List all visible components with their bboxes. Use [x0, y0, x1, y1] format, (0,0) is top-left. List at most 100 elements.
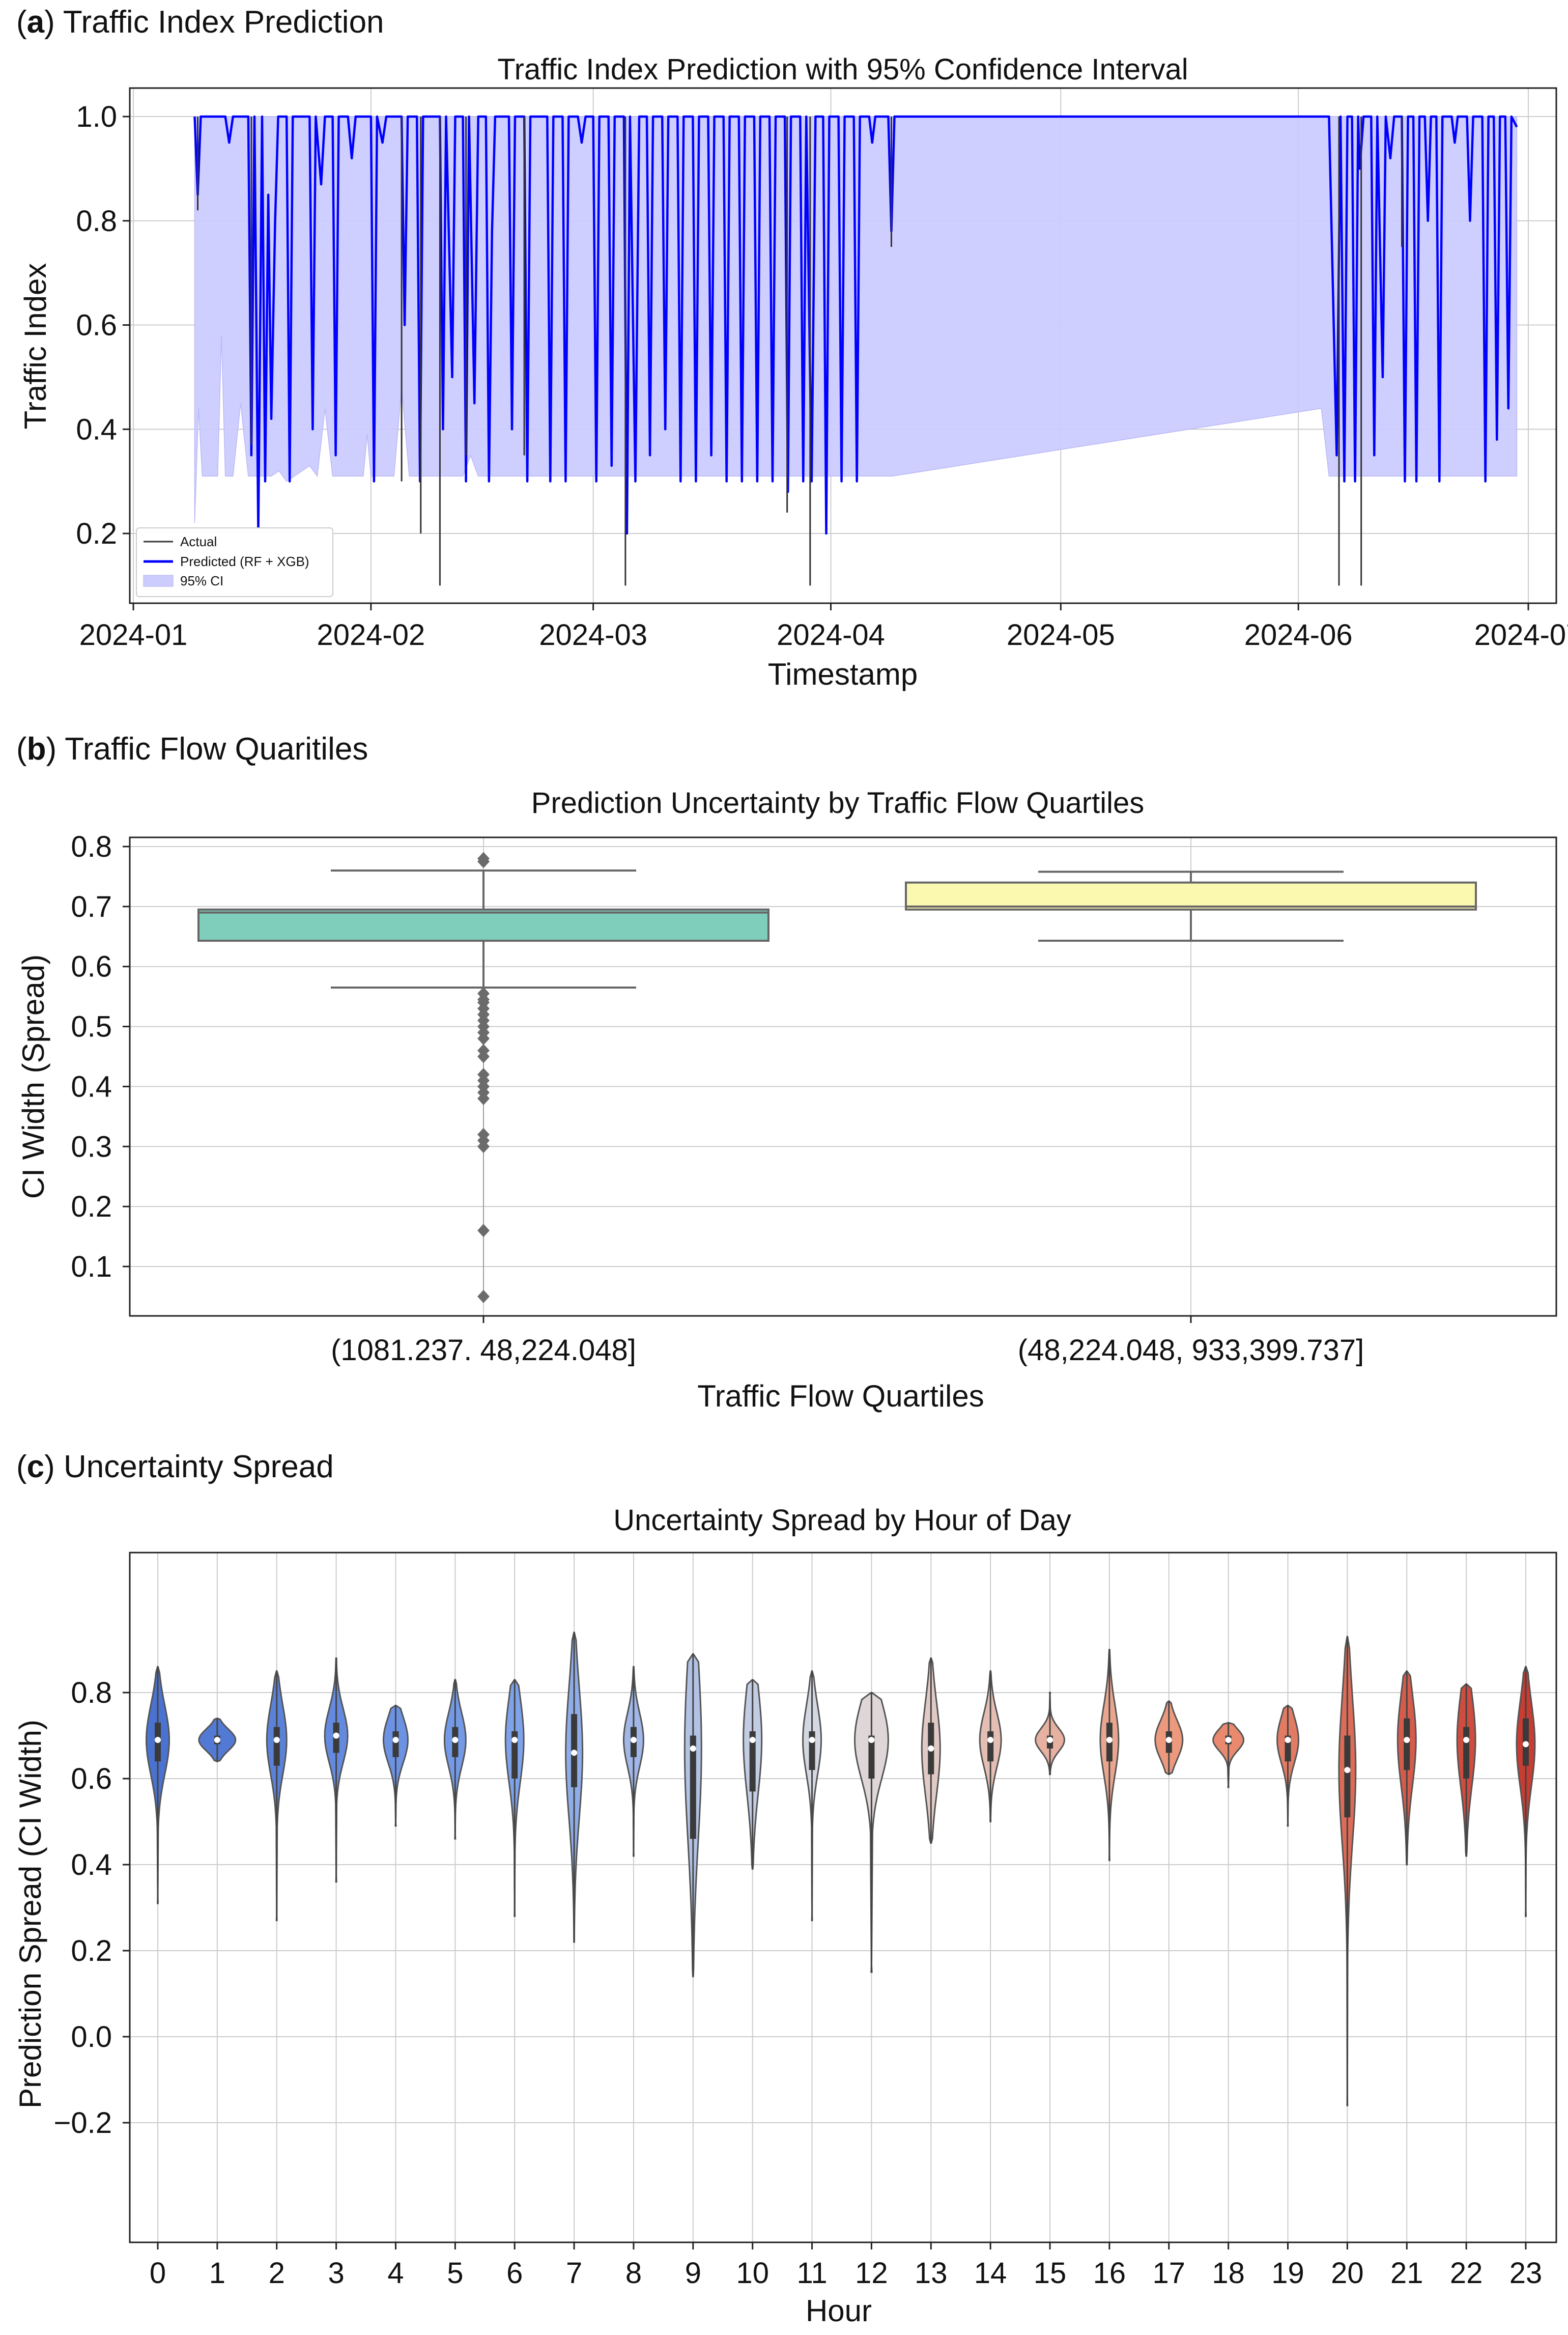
chart-c-violin-median — [571, 1750, 578, 1756]
chart-a-y-ticks: 0.2 0.4 0.6 0.8 1.0 — [76, 100, 130, 550]
chart-c-xtick-label: 18 — [1212, 2257, 1245, 2290]
chart-c-violin-iqr — [868, 1735, 875, 1779]
chart-c-violin-median — [1463, 1736, 1470, 1743]
chart-c-violin-median — [987, 1736, 994, 1743]
chart-c-violin-iqr — [1404, 1718, 1410, 1770]
panel-a-chart: Traffic Index Prediction with 95% Confid… — [18, 53, 1568, 691]
panel-c-letter: c — [26, 1449, 45, 1484]
chart-c-ytick-label: −0.2 — [54, 2106, 112, 2140]
chart-c-violin-median — [749, 1736, 756, 1743]
chart-b-xtick-label: (48,224.048, 933,399.737] — [1018, 1334, 1364, 1367]
chart-b-outlier-point — [477, 1092, 490, 1105]
chart-a-frame — [129, 87, 1557, 604]
chart-c-xlabel: Hour — [806, 2294, 872, 2328]
chart-c-ytick-label: 0.8 — [71, 1676, 112, 1709]
chart-a-xtick-label: 2024-02 — [317, 618, 425, 652]
panel-b-name: Traffic Flow Quaritiles — [65, 732, 368, 767]
chart-c-violin-median — [452, 1736, 459, 1743]
chart-b-ytick-label: 0.6 — [71, 950, 112, 983]
chart-c-title: Uncertainty Spread by Hour of Day — [613, 1504, 1071, 1537]
chart-c-violins — [145, 1631, 1536, 2106]
chart-c-violin-iqr — [273, 1727, 280, 1766]
chart-c-violin-median — [928, 1745, 934, 1752]
chart-c-xtick-label: 13 — [915, 2257, 948, 2290]
chart-c-xtick-label: 20 — [1331, 2257, 1364, 2290]
chart-c-xtick-label: 1 — [209, 2257, 225, 2290]
chart-c-violin-iqr — [1344, 1735, 1351, 1818]
chart-c-violin-iqr — [749, 1731, 756, 1792]
chart-c-violin-median — [1047, 1736, 1053, 1743]
chart-c-violin-median — [1523, 1741, 1529, 1748]
panel-c-label: (c) Uncertainty Spread — [16, 1449, 334, 1484]
chart-c-violin-median — [1344, 1767, 1351, 1774]
chart-b-outlier-point — [477, 1032, 490, 1046]
panel-b-chart: Prediction Uncertainty by Traffic Flow Q… — [16, 786, 1557, 1413]
chart-c-violin-median — [809, 1736, 815, 1743]
chart-c-violin-median — [690, 1745, 696, 1752]
chart-c-xtick-label: 2 — [269, 2257, 285, 2290]
chart-c-grid — [130, 1553, 1556, 2242]
chart-c-x-ticks: 0 1 2 3 4 5 6 7 8 9 10 11 12 13 14 15 16 17 18 19 20 21 22 23 — [150, 2242, 1542, 2290]
chart-b-xlabel: Traffic Flow Quartiles — [697, 1379, 984, 1413]
chart-a-xtick-label: 2024-03 — [539, 618, 647, 652]
chart-b-x-ticks: (1081.237. 48,224.048] (48,224.048, 933,3… — [331, 1316, 1364, 1367]
chart-c-xtick-label: 15 — [1034, 2257, 1067, 2290]
chart-c-xtick-label: 11 — [796, 2257, 827, 2290]
chart-b-box — [197, 908, 769, 942]
chart-a-xtick-label: 2024-01 — [79, 618, 188, 652]
chart-b-ytick-label: 0.7 — [71, 890, 112, 923]
chart-b-outlier-point — [477, 1050, 490, 1063]
chart-c-violin-iqr — [392, 1731, 399, 1757]
chart-c-ytick-label: 0.0 — [71, 2020, 112, 2053]
chart-b-title: Prediction Uncertainty by Traffic Flow Q… — [531, 786, 1145, 820]
chart-b-box — [905, 881, 1477, 911]
panel-b-letter: b — [26, 732, 46, 767]
chart-c-ytick-label: 0.2 — [71, 1934, 112, 1967]
chart-a-xtick-label: 2024-04 — [777, 618, 885, 652]
chart-c-xtick-label: 4 — [387, 2257, 404, 2290]
chart-c-violin-median — [630, 1736, 637, 1743]
panel-a-letter: a — [26, 5, 45, 40]
chart-b-outlier-point — [477, 1289, 490, 1303]
chart-b-ylabel: CI Width (Spread) — [16, 954, 50, 1199]
panel-b-label: (b) Traffic Flow Quaritiles — [16, 732, 368, 767]
chart-b-frame — [129, 836, 1557, 1317]
chart-a-xlabel: Timestamp — [768, 657, 918, 691]
chart-b-boxes — [197, 852, 1477, 1303]
chart-c-violin-median — [392, 1736, 399, 1743]
chart-c-xtick-label: 16 — [1093, 2257, 1126, 2290]
chart-c-violin-iqr — [511, 1731, 518, 1779]
chart-c-violin-median — [155, 1736, 161, 1743]
chart-a-ytick-label: 0.8 — [76, 205, 117, 238]
chart-c-xtick-label: 22 — [1450, 2257, 1483, 2290]
chart-a-ytick-label: 0.6 — [76, 309, 117, 342]
chart-a-ylabel: Traffic Index — [18, 263, 52, 430]
chart-c-violin-median — [1285, 1736, 1291, 1743]
chart-c-violin-median — [333, 1732, 339, 1739]
legend-actual-label: Actual — [180, 534, 217, 549]
chart-c-violin-median — [273, 1736, 280, 1743]
chart-c-xtick-label: 6 — [506, 2257, 523, 2290]
chart-c-xtick-label: 7 — [566, 2257, 582, 2290]
panel-a-label: (a) Traffic Index Prediction — [16, 5, 384, 40]
chart-c-violin-median — [1165, 1736, 1172, 1743]
legend-frame — [136, 527, 333, 597]
chart-b-xtick-label: (1081.237. 48,224.048] — [331, 1334, 636, 1367]
chart-a-title: Traffic Index Prediction with 95% Confid… — [497, 53, 1188, 86]
chart-c-ytick-label: 0.4 — [71, 1848, 112, 1881]
chart-c-xtick-label: 8 — [625, 2257, 642, 2290]
chart-a-xtick-label: 2024-05 — [1007, 618, 1115, 652]
chart-c-violin-median — [1106, 1736, 1113, 1743]
chart-c-violin-iqr — [690, 1735, 696, 1839]
chart-a-xtick-label: 2024-06 — [1244, 618, 1353, 652]
chart-c-xtick-label: 5 — [447, 2257, 463, 2290]
chart-a-x-ticks: 2024-01 2024-02 2024-03 2024-04 2024-05 2024-… — [79, 603, 1568, 652]
chart-c-xtick-label: 19 — [1271, 2257, 1304, 2290]
chart-c-xtick-label: 0 — [150, 2257, 166, 2290]
chart-c-violin-median — [1225, 1736, 1232, 1743]
chart-b-outlier-point — [477, 1140, 490, 1154]
chart-a-xtick-label: 2024-07 — [1474, 618, 1568, 652]
chart-b-y-ticks: 0.1 0.2 0.3 0.4 0.5 0.6 0.7 0.8 — [71, 830, 130, 1283]
chart-a-ytick-label: 0.2 — [76, 517, 117, 550]
